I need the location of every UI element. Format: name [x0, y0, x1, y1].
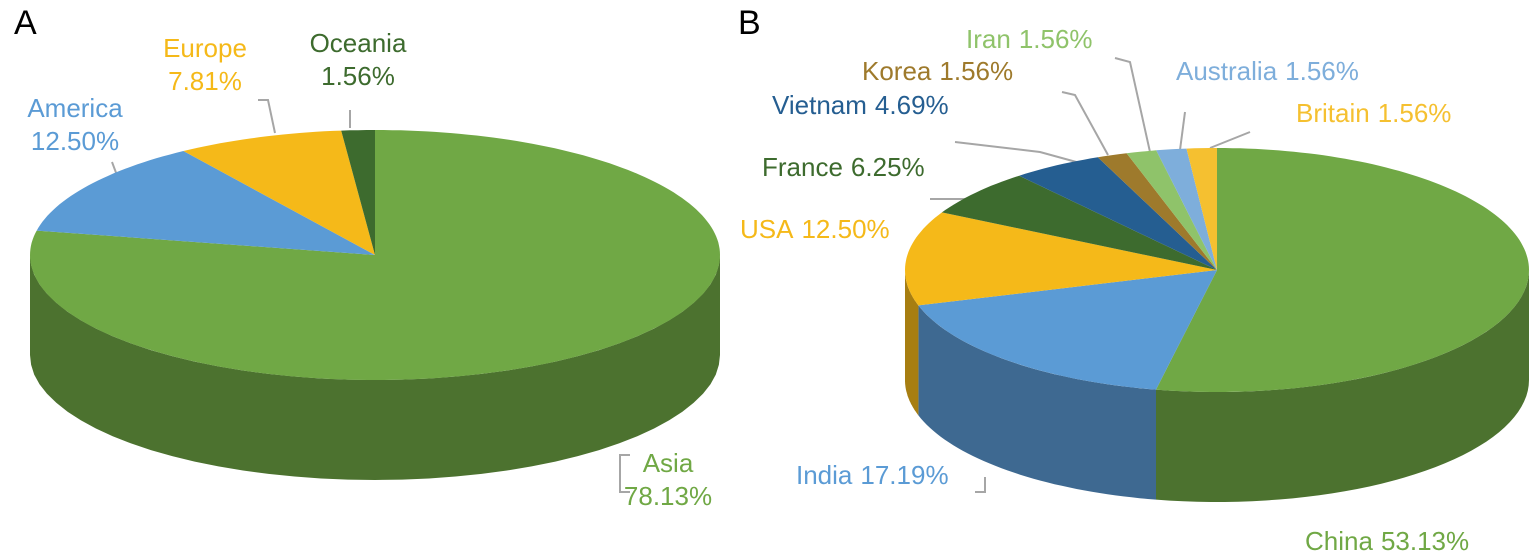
panel-label: B — [738, 4, 761, 42]
category-label: Korea — [862, 56, 932, 86]
slice-label: Asia 78.13% — [624, 448, 712, 511]
pie-slice — [905, 212, 1217, 416]
pie-slice — [1156, 148, 1529, 502]
pie-slice — [1097, 153, 1217, 270]
category-label: Britain — [1296, 98, 1370, 128]
slice-top — [941, 175, 1217, 270]
pie-slice — [941, 175, 1217, 270]
value-label: 1.56% — [1285, 56, 1359, 86]
slice-top — [905, 212, 1217, 306]
pie-slice — [1126, 150, 1217, 270]
slice-top — [1126, 150, 1217, 270]
value-label: 7.81% — [168, 66, 242, 96]
leader-line — [954, 141, 1081, 164]
pie-slice — [1156, 148, 1217, 270]
pie-slice — [918, 270, 1217, 500]
value-label: 4.69% — [875, 90, 949, 120]
slice-top — [341, 130, 375, 255]
value-label: 1.56% — [1378, 98, 1452, 128]
slice-label: Oceania 1.56% — [310, 28, 407, 91]
pie-slice — [36, 151, 375, 255]
value-label: 17.19% — [860, 460, 948, 490]
slice-label: Australia 1.56% — [1176, 56, 1359, 86]
slice-side — [918, 305, 1156, 500]
panel-label: A — [14, 4, 37, 42]
slice-top — [1156, 148, 1217, 270]
category-label: Oceania — [310, 28, 407, 58]
category-label: Europe — [163, 33, 247, 63]
slice-top — [36, 151, 375, 255]
value-label: 12.50% — [31, 126, 119, 156]
slice-top — [1156, 148, 1529, 392]
slice-side — [905, 270, 919, 416]
value-label: 53.13% — [1381, 526, 1469, 556]
slice-label: China 53.13% — [1305, 526, 1469, 556]
slice-label: Europe 7.81% — [163, 33, 247, 96]
leader-line — [258, 99, 276, 134]
value-label: 1.56% — [1019, 24, 1093, 54]
slice-top — [1097, 153, 1217, 270]
slice-label: USA 12.50% — [740, 214, 890, 244]
slice-label: America 12.50% — [27, 93, 123, 156]
category-label: France — [762, 152, 843, 182]
leader-line — [1179, 111, 1186, 151]
leader-line — [975, 477, 986, 493]
slice-top — [1019, 157, 1217, 270]
pie-slice — [341, 130, 375, 255]
leader-line — [1209, 131, 1251, 149]
pie-slice — [1186, 148, 1217, 270]
value-label: 78.13% — [624, 481, 712, 511]
pie-slice — [1019, 157, 1217, 270]
value-label: 1.56% — [321, 61, 395, 91]
pie-slice — [183, 130, 375, 255]
category-label: China — [1305, 526, 1373, 556]
leader-line — [1114, 57, 1151, 153]
leader-line — [619, 454, 630, 493]
slice-label: France 6.25% — [762, 152, 925, 182]
category-label: Iran — [966, 24, 1011, 54]
value-label: 6.25% — [851, 152, 925, 182]
category-label: Asia — [643, 448, 694, 478]
category-label: India — [796, 460, 853, 490]
category-label: Australia — [1176, 56, 1278, 86]
slice-label: India 17.19% — [796, 460, 949, 490]
slice-side — [1156, 270, 1529, 502]
value-label: 1.56% — [939, 56, 1013, 86]
slice-label: Vietnam 4.69% — [772, 90, 949, 120]
slice-top — [918, 270, 1217, 390]
slice-label: Britain 1.56% — [1296, 98, 1451, 128]
slice-label: Iran 1.56% — [966, 24, 1093, 54]
slice-label: Korea 1.56% — [862, 56, 1013, 86]
slice-side — [30, 255, 720, 480]
value-label: 12.50% — [801, 214, 889, 244]
category-label: America — [27, 93, 123, 123]
category-label: Vietnam — [772, 90, 867, 120]
slice-top — [1186, 148, 1217, 270]
leader-line — [1061, 91, 1109, 156]
category-label: USA — [740, 214, 794, 244]
slice-top — [183, 130, 375, 255]
